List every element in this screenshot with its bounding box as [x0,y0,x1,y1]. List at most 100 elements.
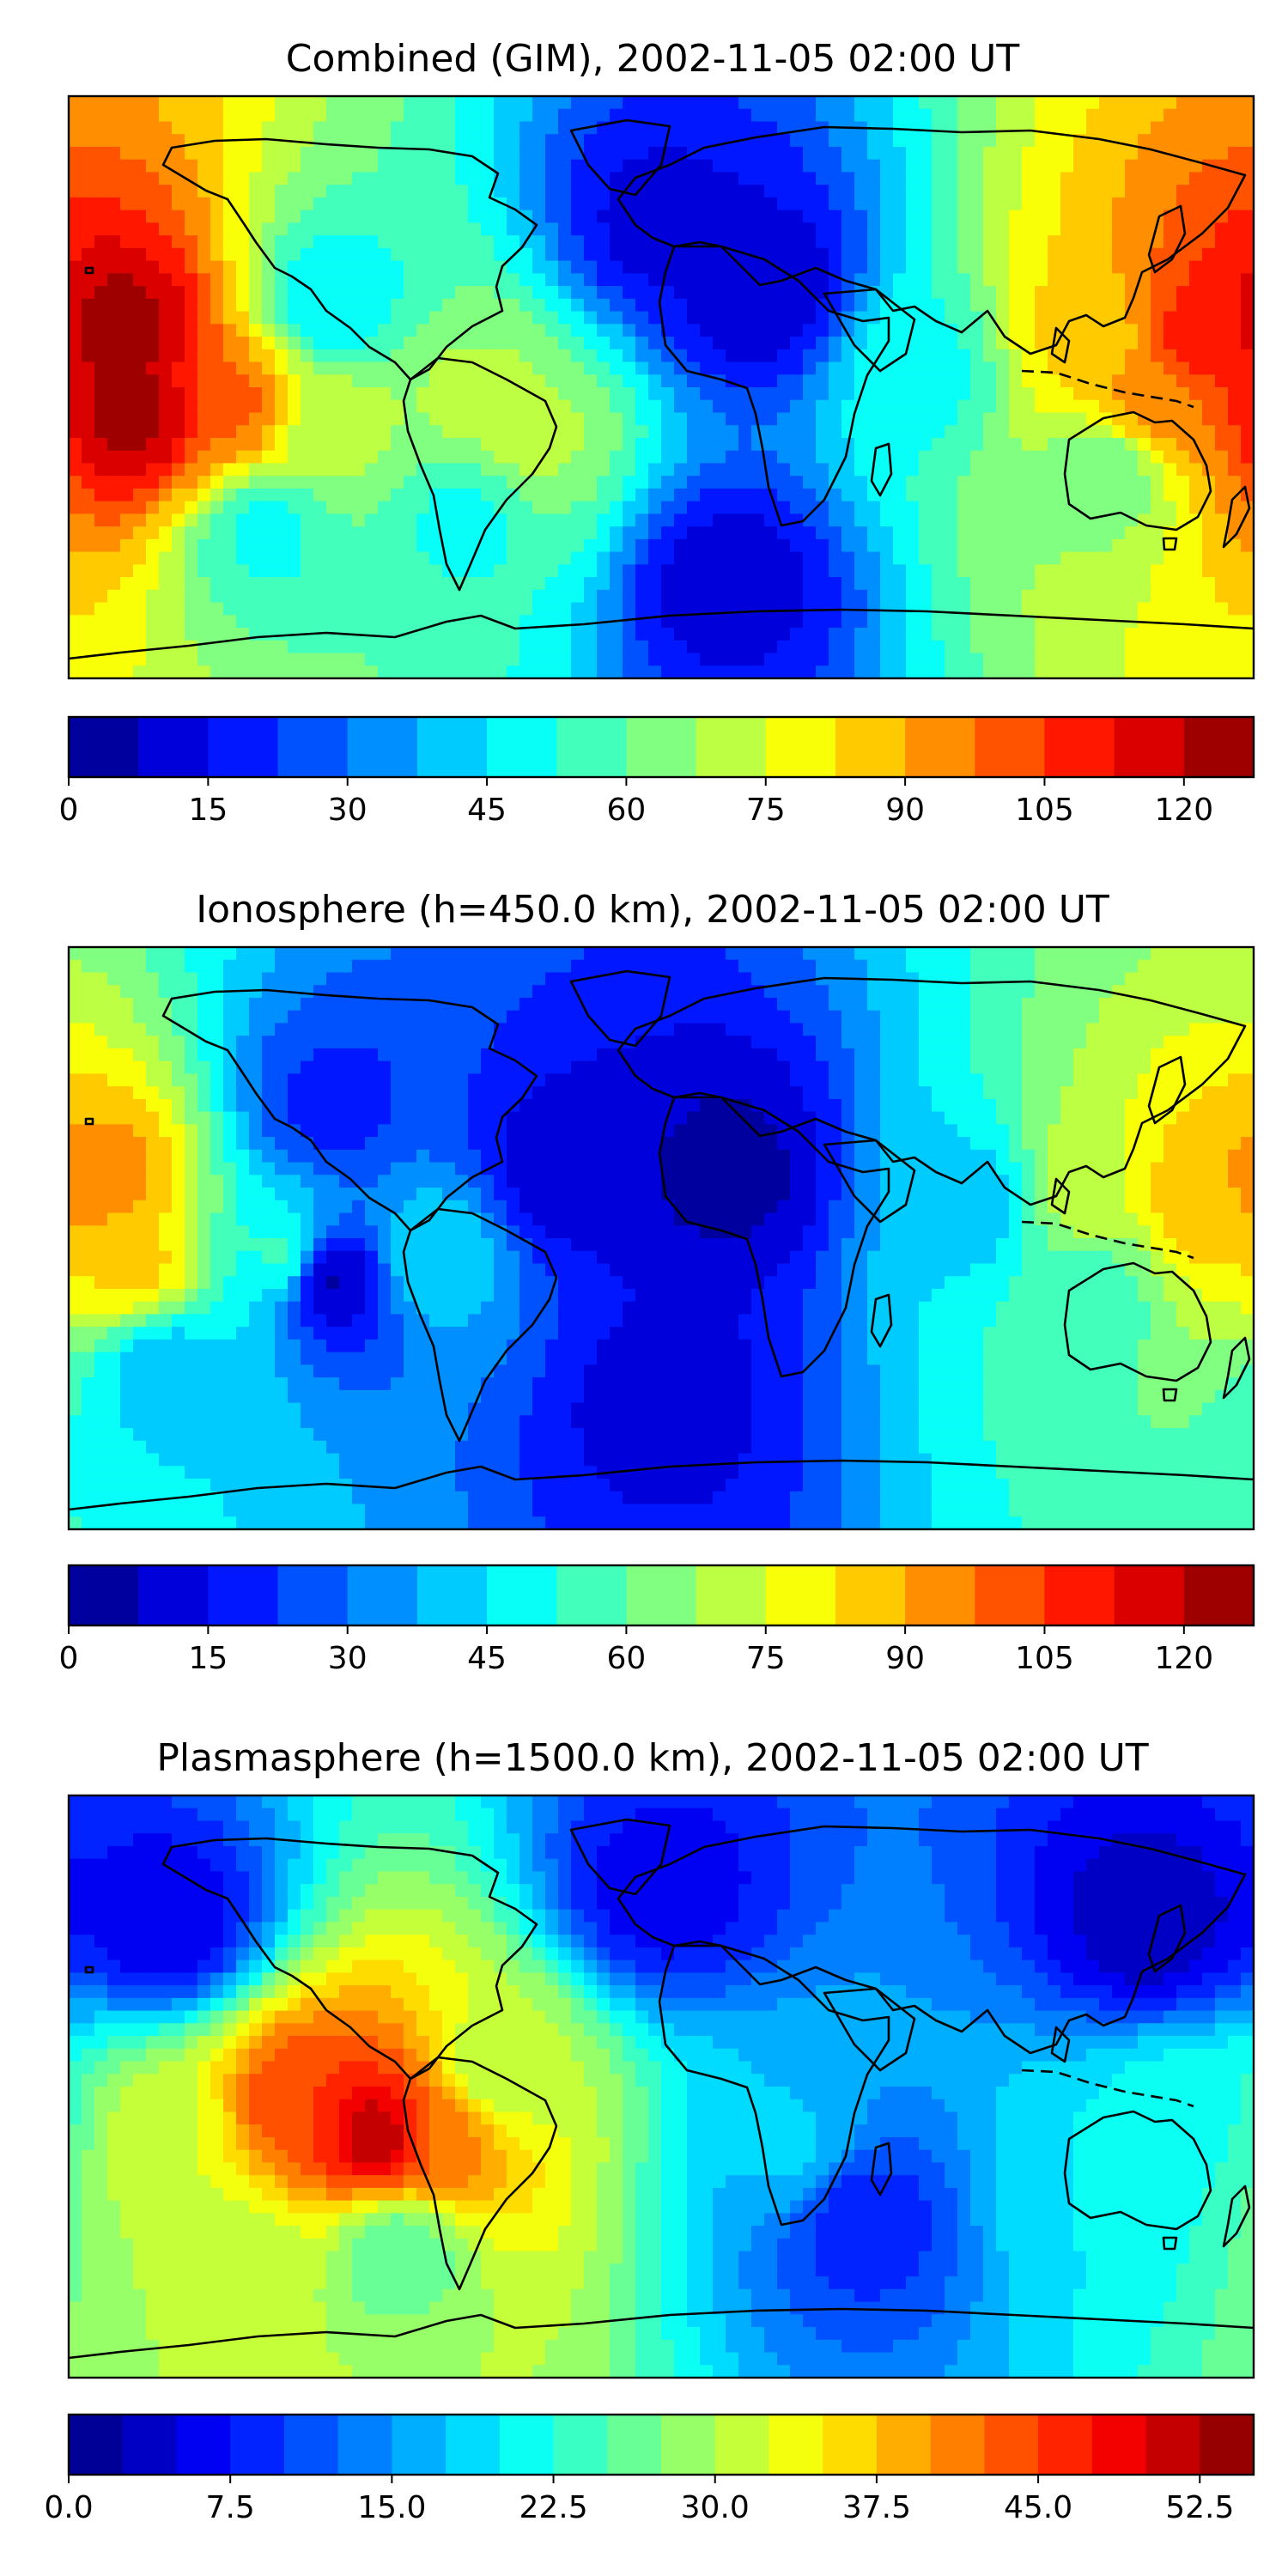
heatmap-cell [829,185,842,198]
heatmap-cell [442,501,456,514]
heatmap-cell [919,959,933,974]
heatmap-cell [1228,602,1242,616]
heatmap-cell [945,947,958,961]
heatmap-cell [983,159,997,173]
heatmap-cell [159,577,173,591]
heatmap-cell [107,425,121,439]
heatmap-cell [1022,997,1036,1012]
heatmap-cell [442,374,456,388]
heatmap-cell [1228,134,1242,148]
heatmap-cell [275,185,289,198]
heatmap-cell [790,337,804,350]
heatmap-cell [1176,197,1190,211]
heatmap-cell [558,602,572,616]
heatmap-cell [751,476,765,489]
heatmap-cell [94,222,108,236]
heatmap-cell [120,526,134,540]
heatmap-cell [82,172,95,185]
heatmap-cell [1215,185,1229,198]
heatmap-cell [1202,247,1216,262]
heatmap-cell [313,324,327,337]
heatmap-cell [738,425,752,439]
heatmap-cell [378,488,392,502]
heatmap-cell [197,997,211,1012]
heatmap-cell [880,450,894,465]
heatmap-cell [738,121,752,135]
heatmap-cell [146,551,160,565]
heatmap-cell [597,134,611,148]
heatmap-cell [378,628,392,641]
heatmap-cell [455,450,469,465]
heatmap-cell [777,476,791,489]
heatmap-cell [867,526,881,540]
heatmap-cell [1035,1023,1048,1036]
heatmap-cell [610,337,623,350]
heatmap-cell [597,374,611,388]
heatmap-cell [790,437,804,452]
heatmap-cell [674,628,688,641]
heatmap-cell [1112,488,1126,502]
heatmap-cell [159,361,173,375]
heatmap-cell [1189,947,1203,961]
heatmap-cell [713,399,726,414]
heatmap-cell [584,640,598,654]
heatmap-cell [1151,361,1164,375]
heatmap-cell [519,1023,533,1036]
heatmap-cell [571,108,585,123]
heatmap-cell [1176,437,1190,452]
heatmap-cell [867,538,881,553]
heatmap-cell [326,577,340,591]
heatmap-cell [197,235,211,249]
heatmap-cell [159,260,173,274]
heatmap-cell [442,463,456,477]
heatmap-cell [1228,997,1242,1012]
heatmap-cell [120,476,134,489]
heatmap-cell [893,374,907,388]
heatmap-cell [223,399,237,414]
heatmap-cell [1035,997,1048,1012]
heatmap-cell [738,172,752,185]
heatmap-cell [339,210,353,223]
heatmap-cell [777,463,791,477]
heatmap-cell [404,311,417,325]
heatmap-cell [1163,96,1177,110]
heatmap-cell [571,286,585,300]
heatmap-cell [661,387,675,401]
heatmap-cell [893,997,907,1012]
heatmap-cell [854,501,868,514]
heatmap-cell [751,538,765,553]
heatmap-cell [816,235,829,249]
heatmap-cell [146,159,160,173]
heatmap-cell [790,1023,804,1036]
heatmap-cell [610,134,623,148]
heatmap-cell [107,337,121,350]
heatmap-cell [867,412,881,426]
heatmap-cell [829,197,842,211]
heatmap-cell [1189,324,1203,337]
heatmap-cell [687,947,701,961]
heatmap-cell [1112,96,1126,110]
heatmap-cell [1151,337,1164,350]
heatmap-cell [94,577,108,591]
heatmap-cell [610,298,623,313]
heatmap-cell [610,437,623,452]
heatmap-cell [262,185,276,198]
heatmap-cell [880,947,894,961]
heatmap-cell [674,185,688,198]
heatmap-cell [249,273,263,287]
heatmap-cell [339,121,353,135]
heatmap-cell [120,134,134,148]
heatmap-cell [1202,997,1216,1012]
heatmap-cell [919,526,933,540]
heatmap-cell [1176,947,1190,961]
heatmap-cell [726,146,739,161]
heatmap-cell [391,1010,404,1024]
heatmap-cell [558,172,572,185]
heatmap-cell [1099,564,1113,578]
heatmap-cell [275,463,289,477]
heatmap-cell [854,577,868,591]
heatmap-cell [1086,602,1100,616]
heatmap-cell [352,108,366,123]
heatmap-cell [120,361,134,375]
heatmap-cell [1022,108,1036,123]
